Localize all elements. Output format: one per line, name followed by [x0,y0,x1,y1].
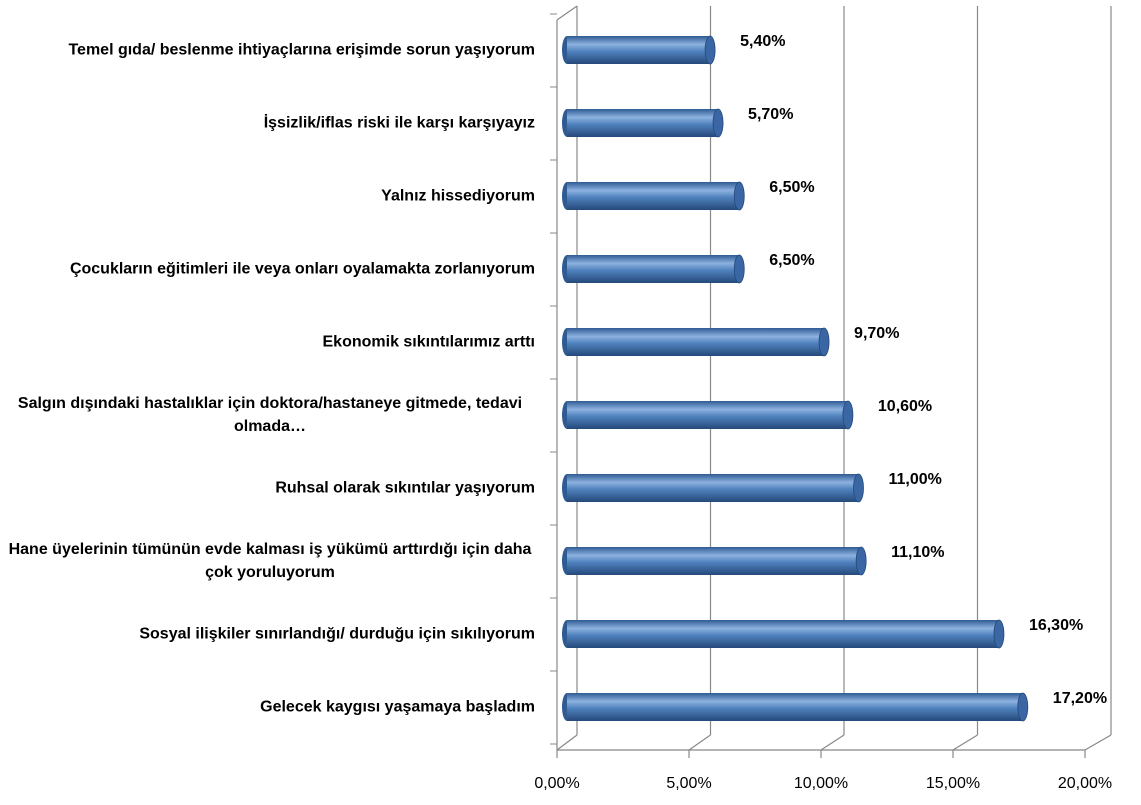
axis-line [556,5,578,21]
bar [567,255,740,283]
category-text: Salgın dışındaki hastalıklar için doktor… [17,394,523,435]
bar-cap [993,619,1005,649]
value-label: 11,00% [889,471,942,488]
bar-cap [853,473,864,503]
x-tick-label: 15,00% [926,775,980,792]
x-tick-label: 10,00% [794,775,848,792]
grid-line [556,734,578,751]
category-text: Hane üyelerinin tümünün evde kalması iş … [8,540,532,581]
value-label: 17,20% [1053,690,1107,707]
category-label: Sosyal ilişkiler sınırlandığı/ durduğu i… [139,622,535,645]
bar [567,401,848,429]
grid-line [820,734,845,751]
bar [567,547,862,575]
value-label: 11,10% [891,544,944,561]
category-text: Sosyal ilişkiler sınırlandığı/ durduğu i… [139,625,535,643]
category-label: Çocukların eğitimleri ile veya onları oy… [70,257,535,280]
category-label: Hane üyelerinin tümünün evde kalması iş … [5,538,535,584]
category-label: Ruhsal olarak sıkıntılar yaşıyorum [275,476,535,499]
category-text: Çocukların eğitimleri ile veya onları oy… [69,260,535,278]
value-label: 16,30% [1029,617,1083,634]
value-label: 6,50% [769,179,814,196]
bar [567,620,999,648]
grid-line [952,734,978,751]
bar-cap [733,181,745,211]
bar-cap [733,254,745,284]
bar-cap [1017,692,1029,722]
bar [567,328,825,356]
bar-cap [712,108,724,138]
bar [567,109,719,137]
value-label: 9,70% [854,325,899,342]
category-text: İşsizlik/iflas riski ile karşı karşıyayı… [263,114,535,132]
category-text: Temel gıda/ beslenme ihtiyaçlarına erişi… [68,41,535,59]
bar-cap [704,35,716,65]
value-label: 6,50% [769,252,814,269]
category-text: Gelecek kaygısı yaşamaya başladım [260,698,535,716]
value-label: 5,40% [740,33,785,50]
x-tick-label: 20,00% [1058,775,1112,792]
bar [567,474,859,502]
category-label: Gelecek kaygısı yaşamaya başladım [260,695,535,718]
category-label: Yalnız hissediyorum [381,184,535,207]
bar-cap [818,327,830,357]
bar [567,693,1023,721]
grid-line [688,734,711,751]
category-label: Salgın dışındaki hastalıklar için doktor… [5,392,535,438]
category-text: Ekonomik sıkıntılarımız arttı [322,333,536,351]
category-label: İşsizlik/iflas riski ile karşı karşıyayı… [264,111,535,134]
category-label: Temel gıda/ beslenme ihtiyaçlarına erişi… [68,38,535,61]
bar [567,182,740,210]
grid-line [1084,734,1112,751]
x-tick-label: 5,00% [666,775,711,792]
value-label: 10,60% [878,398,932,415]
bar [567,36,711,64]
category-text: Yalnız hissediyorum [381,187,535,205]
value-label: 5,70% [748,106,793,123]
bar-cap [855,546,867,576]
category-text: Ruhsal olarak sıkıntılar yaşıyorum [275,479,535,497]
bar-cap [842,400,854,430]
x-tick-label: 0,00% [534,775,579,792]
category-label: Ekonomik sıkıntılarımız arttı [323,330,536,353]
